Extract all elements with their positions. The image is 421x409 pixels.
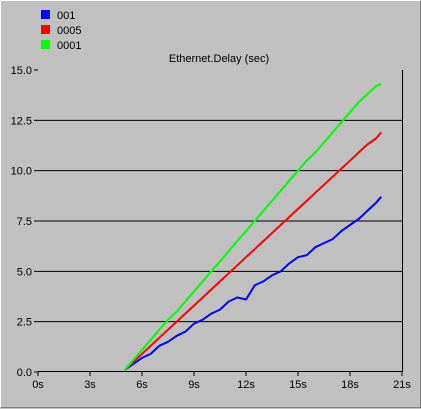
series-line-0001 bbox=[123, 83, 382, 371]
x-tick-label-1: 3s bbox=[84, 379, 96, 391]
legend-label-0001: 0001 bbox=[57, 40, 81, 52]
series-line-001 bbox=[124, 196, 382, 371]
y-tick-label-1: 2.5 bbox=[17, 317, 32, 329]
grid bbox=[38, 119, 402, 323]
y-tick-label-5: 12.5 bbox=[11, 115, 32, 127]
legend-swatch-001 bbox=[41, 10, 50, 19]
y-tick-label-2: 5.0 bbox=[17, 266, 32, 278]
legend-swatch-0005 bbox=[41, 25, 50, 34]
legend-label-0005: 0005 bbox=[57, 25, 81, 37]
axes: 0.0 2.5 5.0 7.5 10.0 12.5 15.0 0s 3s 6s 9s 12s 15s 18… bbox=[11, 65, 412, 391]
series-line-0005 bbox=[124, 131, 382, 371]
legend: 001 0005 0001 bbox=[41, 10, 81, 52]
y-tick-label-3: 7.5 bbox=[17, 216, 32, 228]
legend-swatch-0001 bbox=[41, 40, 50, 49]
y-tick-label-0: 0.0 bbox=[17, 367, 32, 379]
x-tick-label-2: 6s bbox=[136, 379, 148, 391]
chart-title: Ethernet.Delay (sec) bbox=[169, 53, 269, 65]
legend-label-001: 001 bbox=[57, 10, 75, 22]
x-tick-label-0: 0s bbox=[32, 379, 44, 391]
y-tick-label-6: 15.0 bbox=[11, 65, 32, 77]
y-tick-label-4: 10.0 bbox=[11, 166, 32, 178]
x-tick-label-3: 9s bbox=[188, 379, 200, 391]
x-tick-label-7: 21s bbox=[393, 379, 411, 391]
x-tick-label-4: 12s bbox=[237, 379, 255, 391]
x-tick-label-5: 15s bbox=[289, 379, 307, 391]
series-layer bbox=[123, 83, 382, 371]
x-tick-label-6: 18s bbox=[341, 379, 359, 391]
